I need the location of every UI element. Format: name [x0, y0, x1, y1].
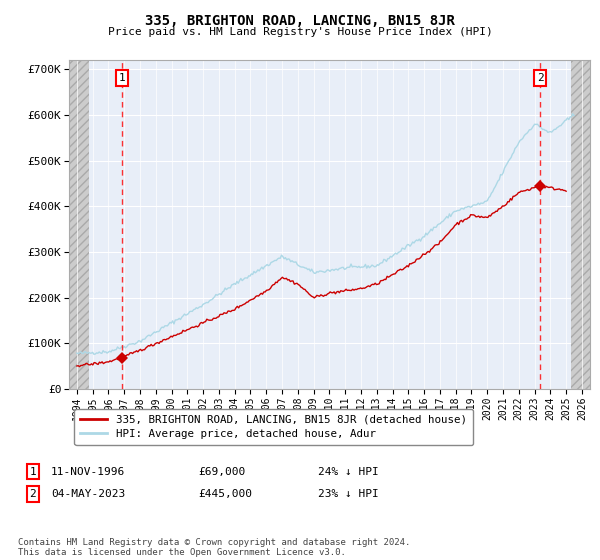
Text: 1: 1 [118, 73, 125, 83]
Text: 335, BRIGHTON ROAD, LANCING, BN15 8JR: 335, BRIGHTON ROAD, LANCING, BN15 8JR [145, 14, 455, 28]
Text: £69,000: £69,000 [198, 466, 245, 477]
Text: 23% ↓ HPI: 23% ↓ HPI [318, 489, 379, 499]
Bar [69, 60, 89, 389]
Text: 2: 2 [537, 73, 544, 83]
Text: 1: 1 [29, 466, 37, 477]
Text: £445,000: £445,000 [198, 489, 252, 499]
Text: Contains HM Land Registry data © Crown copyright and database right 2024.
This d: Contains HM Land Registry data © Crown c… [18, 538, 410, 557]
Text: 2: 2 [29, 489, 37, 499]
Text: 24% ↓ HPI: 24% ↓ HPI [318, 466, 379, 477]
Legend: 335, BRIGHTON ROAD, LANCING, BN15 8JR (detached house), HPI: Average price, deta: 335, BRIGHTON ROAD, LANCING, BN15 8JR (d… [74, 409, 473, 445]
Bar [571, 60, 590, 389]
Text: Price paid vs. HM Land Registry's House Price Index (HPI): Price paid vs. HM Land Registry's House … [107, 27, 493, 37]
Text: 11-NOV-1996: 11-NOV-1996 [51, 466, 125, 477]
Text: 04-MAY-2023: 04-MAY-2023 [51, 489, 125, 499]
